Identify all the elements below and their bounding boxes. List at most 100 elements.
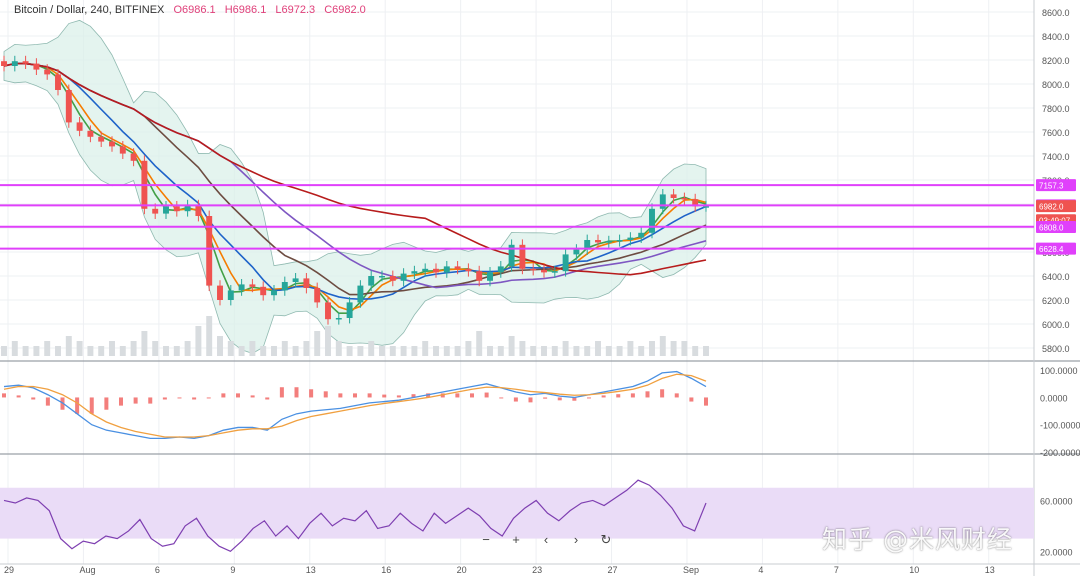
candle-body (87, 130, 94, 137)
price-tag-label: 6628.4 (1039, 245, 1064, 254)
volume-bar (465, 341, 472, 356)
rsi-band (0, 487, 1034, 539)
macd-histogram-bar (75, 397, 80, 414)
macd-histogram-bar (353, 393, 357, 398)
macd-histogram-bar (513, 397, 518, 402)
macd-histogram-bar (601, 395, 606, 398)
macd-tick-label: 0.0000 (1040, 393, 1068, 403)
time-tick-label: Aug (79, 565, 95, 575)
volume-bar (76, 341, 83, 356)
candle-body (487, 272, 493, 281)
volume-bar (616, 346, 623, 356)
price-tick-label: 5800.0 (1042, 344, 1070, 354)
volume-bar (109, 341, 115, 356)
candle-body (292, 278, 299, 282)
volume-bar (292, 346, 299, 356)
price-tick-label: 6000.0 (1042, 320, 1070, 330)
rsi-panel (3, 479, 707, 553)
macd-histogram-bar (528, 397, 533, 403)
time-tick-label: 4 (758, 565, 763, 575)
price-tag-bg (1036, 221, 1076, 234)
macd-histogram-bar (236, 393, 240, 398)
candle-body (681, 198, 688, 200)
candle-body (227, 290, 234, 300)
macd-histogram-bar (89, 397, 94, 414)
price-tick-label: 8600.0 (1042, 8, 1070, 18)
volume-bar (1, 346, 7, 356)
time-tick-label: 23 (532, 565, 542, 575)
time-tick-label: 13 (306, 565, 316, 575)
volume-bar (87, 346, 94, 356)
price-tag-label: 7157.3 (1039, 182, 1064, 191)
price-tick-label: 7600.0 (1042, 128, 1070, 138)
candle-body (109, 141, 115, 147)
volume-bar (141, 331, 148, 356)
macd-histogram-bar (119, 397, 123, 406)
scroll-left-button[interactable]: ‹ (543, 532, 549, 547)
candle-body (497, 266, 504, 273)
macd-histogram-bar (645, 391, 650, 398)
volume-bar (44, 341, 51, 356)
candle-body (303, 278, 310, 288)
macd-histogram-bar (382, 394, 387, 398)
candle-body (206, 216, 213, 286)
macd-histogram-bar (704, 397, 708, 406)
time-tick-label: 7 (834, 565, 839, 575)
macd-histogram-bar (265, 397, 270, 400)
macd-histogram-bar (367, 393, 372, 398)
candle-body (65, 90, 72, 123)
volume-bar (281, 341, 288, 356)
macd-histogram-bar (572, 397, 577, 401)
candle-body (476, 271, 483, 281)
price-level-lines[interactable] (0, 184, 1034, 250)
price-tag-bg (1036, 242, 1076, 255)
scroll-right-button[interactable]: › (573, 532, 579, 547)
macd-histogram-bar (177, 397, 182, 399)
volume-bar (33, 346, 40, 356)
candle-body (638, 232, 645, 238)
volume-bar (227, 341, 234, 356)
candle-body (400, 273, 407, 281)
candle-body (335, 318, 342, 320)
macd-histogram-bar (557, 397, 562, 401)
candle-body (238, 284, 245, 291)
watermark: 知乎 @米风财经 (822, 525, 1013, 554)
volume-bar (325, 326, 331, 356)
candle-body (119, 146, 126, 154)
volume-bar (98, 346, 105, 356)
volume-bar (551, 346, 558, 356)
price-tag-label: 6982.0 (1039, 203, 1064, 212)
candle-body (562, 254, 569, 272)
candle-body (530, 268, 537, 271)
macd-histogram-bar (279, 387, 284, 398)
zoom-out-button[interactable]: − (482, 532, 490, 547)
volume-bar (433, 346, 439, 356)
volume-bar (238, 346, 245, 356)
volume-bar (271, 346, 277, 356)
candle-body (55, 74, 61, 90)
volume-bar (130, 341, 137, 356)
volume-bar (595, 341, 601, 356)
macd-histogram-bar (630, 393, 635, 398)
candle-body (454, 266, 461, 269)
price-tick-label: 8400.0 (1042, 32, 1070, 42)
price-tick-label: 6400.0 (1042, 272, 1070, 282)
reset-view-button[interactable]: ↻ (600, 532, 612, 547)
macd-tick-label: -200.0000 (1040, 448, 1080, 458)
macd-histogram-bar (104, 397, 109, 410)
candle-body (508, 244, 515, 267)
macd-histogram-bar (221, 393, 226, 398)
volume-bar (368, 341, 375, 356)
volume-bar (206, 316, 213, 356)
macd-histogram-bar (162, 397, 167, 400)
time-tick-label: 16 (381, 565, 391, 575)
volume-bar (605, 346, 612, 356)
candle-body (260, 286, 267, 296)
candle-body (692, 199, 699, 207)
volume-bar (173, 346, 180, 356)
zoom-in-button[interactable]: + (512, 532, 520, 547)
candle-body (411, 271, 418, 274)
